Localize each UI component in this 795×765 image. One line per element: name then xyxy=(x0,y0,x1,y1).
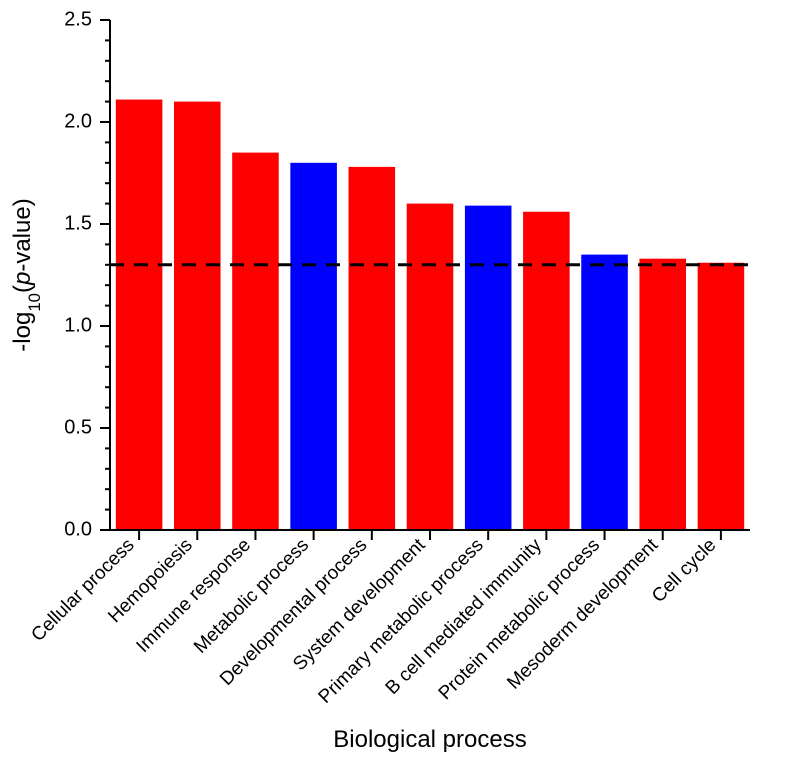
bar-chart-svg: 0.0 0.5 1.0 1.5 2.0 2.5 Cellular processHemopo… xyxy=(0,0,795,765)
bar xyxy=(174,102,221,530)
bar xyxy=(407,204,454,530)
bar xyxy=(698,263,745,530)
y-axis-title-sub: 10 xyxy=(25,293,44,312)
y-ticks: 0.0 0.5 1.0 1.5 2.0 2.5 xyxy=(64,8,110,540)
bar xyxy=(349,167,396,530)
y-tick-label: 2.5 xyxy=(64,8,92,30)
x-axis-title: Biological process xyxy=(333,726,526,753)
y-axis-title-part: -value) xyxy=(9,198,36,271)
bar xyxy=(465,206,512,530)
bar xyxy=(523,212,570,530)
y-axis-title-p: p xyxy=(9,272,36,286)
bar xyxy=(639,259,686,530)
y-tick-label: 0.0 xyxy=(64,518,92,540)
bar xyxy=(581,255,628,530)
bar xyxy=(290,163,337,530)
y-axis-title-part: ( xyxy=(9,285,36,293)
bar xyxy=(116,100,163,530)
y-axis-title-part: -log xyxy=(9,312,36,352)
y-tick-label: 0.5 xyxy=(64,416,92,438)
x-tick-label: Cell cycle xyxy=(648,535,720,607)
y-tick-label: 1.0 xyxy=(64,314,92,336)
bars-group xyxy=(116,100,744,530)
x-tick-label: Cellular process xyxy=(27,535,138,646)
y-axis-title: -log10(p-value) xyxy=(9,198,44,351)
x-ticks: Cellular processHemopoiesisImmune respon… xyxy=(27,530,720,708)
y-tick-label: 1.5 xyxy=(64,212,92,234)
y-tick-label: 2.0 xyxy=(64,110,92,132)
chart-container: 0.0 0.5 1.0 1.5 2.0 2.5 Cellular processHemopo… xyxy=(0,0,795,765)
bar xyxy=(232,153,279,530)
